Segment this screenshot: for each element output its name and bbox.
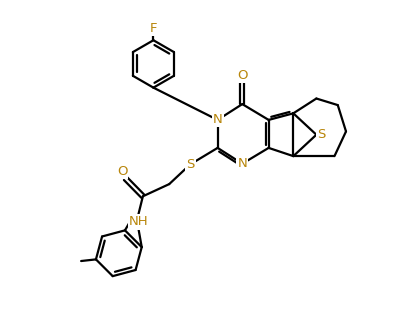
Text: S: S (317, 128, 326, 141)
Text: F: F (150, 22, 157, 35)
Text: N: N (213, 114, 223, 126)
Text: O: O (117, 165, 127, 178)
Text: S: S (186, 158, 194, 171)
Text: O: O (237, 69, 247, 82)
Text: N: N (237, 157, 247, 170)
Text: NH: NH (129, 215, 148, 228)
